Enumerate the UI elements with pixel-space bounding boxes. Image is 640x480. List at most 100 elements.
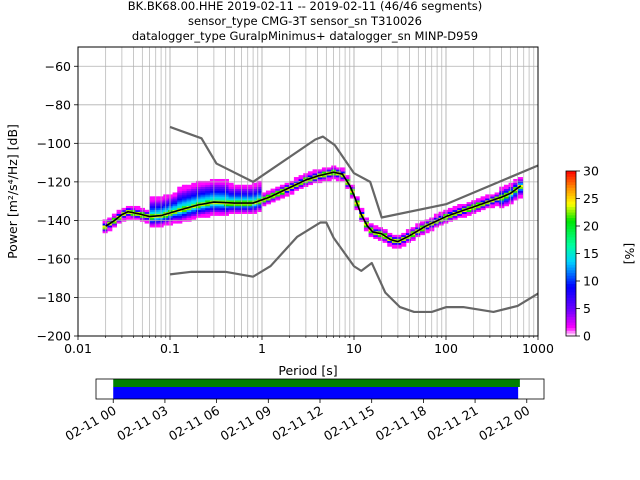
psd-cell — [205, 215, 211, 218]
psd-cell — [447, 217, 453, 220]
psd-cell — [503, 192, 509, 195]
psd-cell — [293, 188, 299, 191]
psd-cell — [242, 192, 248, 195]
psd-cell — [419, 225, 425, 228]
psd-cell — [214, 205, 220, 209]
psd-cell — [228, 211, 234, 214]
psd-cell — [214, 207, 220, 211]
psd-cell — [107, 229, 113, 232]
psd-cell — [359, 211, 365, 214]
psd-cell — [125, 215, 131, 218]
psd-cell — [405, 238, 411, 241]
psd-cell — [265, 194, 271, 197]
psd-cell — [135, 213, 141, 216]
psd-cell — [340, 167, 346, 170]
psd-cell — [153, 198, 159, 201]
psd-cell — [149, 200, 155, 203]
psd-cell — [368, 231, 374, 234]
psd-cell — [354, 200, 360, 203]
psd-cell — [205, 200, 211, 203]
psd-cell — [223, 178, 229, 182]
psd-cell — [209, 186, 215, 189]
psd-cell — [391, 234, 397, 238]
y-tick-label: −60 — [45, 59, 71, 74]
x-tick-label: 0.01 — [64, 341, 92, 356]
psd-cell — [438, 221, 444, 224]
psd-cell — [513, 184, 519, 187]
psd-cell — [177, 190, 183, 193]
psd-cell — [433, 217, 439, 220]
psd-cell — [181, 196, 187, 199]
psd-cell — [480, 205, 486, 209]
psd-cell — [270, 188, 276, 191]
psd-cell — [359, 209, 365, 213]
psd-cell — [256, 204, 262, 207]
psd-cell — [256, 198, 262, 201]
psd-cell — [200, 215, 206, 218]
psd-cell — [345, 175, 351, 178]
psd-cell — [298, 184, 304, 187]
psd-cell — [256, 194, 262, 197]
psd-cell — [237, 204, 243, 207]
psd-cell — [317, 178, 323, 182]
psd-cell — [111, 223, 117, 226]
psd-cell — [312, 178, 318, 182]
psd-cell — [457, 205, 463, 209]
timeline-tick-label: 02-11 12 — [269, 403, 325, 444]
psd-cell — [237, 186, 243, 189]
psd-cell — [237, 200, 243, 203]
psd-cell — [261, 200, 267, 203]
psd-cell — [289, 190, 295, 193]
psd-cell — [373, 229, 379, 232]
psd-cell — [256, 205, 262, 209]
colorbar-segment — [566, 195, 576, 199]
psd-cell — [219, 209, 225, 213]
psd-cell — [107, 221, 113, 224]
psd-cell — [251, 209, 257, 213]
psd-cell — [181, 188, 187, 191]
psd-cell — [387, 234, 393, 238]
psd-cell — [349, 188, 355, 191]
psd-cell — [195, 192, 201, 195]
psd-cell — [191, 194, 197, 197]
psd-cell — [172, 204, 178, 207]
psd-cell — [205, 209, 211, 213]
psd-cell — [475, 205, 481, 209]
psd-cell — [237, 190, 243, 193]
chart-title: BK.BK68.00.HHE 2019-02-11 -- 2019-02-11 … — [128, 0, 482, 43]
psd-cell — [447, 209, 453, 213]
psd-cell — [214, 192, 220, 195]
psd-cell — [326, 177, 332, 180]
psd-cell — [247, 211, 253, 214]
psd-cell — [219, 196, 225, 199]
psd-cell — [466, 209, 472, 213]
psd-cell — [177, 209, 183, 213]
psd-cell — [125, 209, 131, 213]
y-tick-label: −180 — [37, 290, 71, 305]
psd-cell — [317, 169, 323, 172]
psd-cell — [335, 175, 341, 178]
psd-cell — [186, 207, 192, 211]
psd-cell — [373, 234, 379, 238]
psd-cell — [237, 192, 243, 195]
colorbar-segment — [566, 272, 576, 276]
psd-cell — [489, 198, 495, 201]
psd-cell — [219, 204, 225, 207]
y-tick-label: −80 — [45, 97, 71, 112]
psd-cell — [419, 232, 425, 236]
psd-cell — [149, 221, 155, 224]
psd-cell — [200, 200, 206, 203]
timeline-tick-label: 02-12 00 — [476, 403, 532, 444]
colorbar-segment — [566, 201, 576, 205]
psd-cell — [205, 196, 211, 199]
colorbar-segment — [566, 220, 576, 224]
psd-cell — [172, 202, 178, 205]
psd-cell — [466, 202, 472, 205]
timeline-tick-label: 02-11 03 — [114, 403, 170, 444]
psd-cell — [116, 211, 122, 214]
psd-cell — [223, 211, 229, 214]
psd-cell — [457, 215, 463, 218]
psd-cell — [499, 190, 505, 193]
psd-cell — [349, 196, 355, 199]
psd-cell — [326, 175, 332, 178]
